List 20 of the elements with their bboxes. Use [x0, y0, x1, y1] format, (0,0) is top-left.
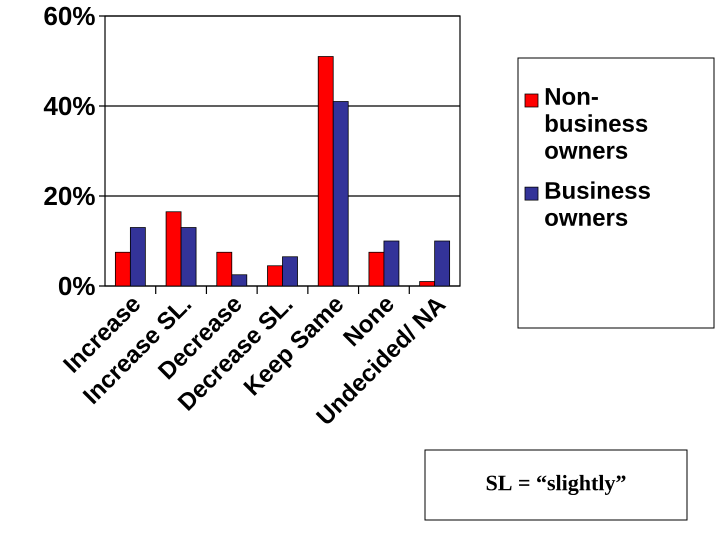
bar — [130, 227, 146, 286]
bar — [166, 211, 182, 286]
bar — [232, 274, 247, 286]
bar — [216, 252, 232, 286]
y-tick-label: 40% — [44, 96, 95, 116]
bar — [180, 227, 196, 286]
legend-label: Business owners — [545, 181, 650, 226]
bar — [368, 252, 384, 286]
legend-label: Non-business owners — [545, 88, 648, 159]
bar — [318, 56, 334, 286]
bar — [114, 252, 131, 286]
bar — [282, 256, 298, 286]
bar — [267, 265, 283, 286]
y-tick-label: 60% — [44, 6, 95, 26]
text: SL = “slightly” — [486, 474, 626, 496]
bar — [434, 240, 450, 286]
y-tick-label: 20% — [44, 186, 95, 206]
bar — [384, 240, 400, 286]
bar — [332, 101, 349, 286]
y-tick-label: 0% — [58, 276, 95, 296]
